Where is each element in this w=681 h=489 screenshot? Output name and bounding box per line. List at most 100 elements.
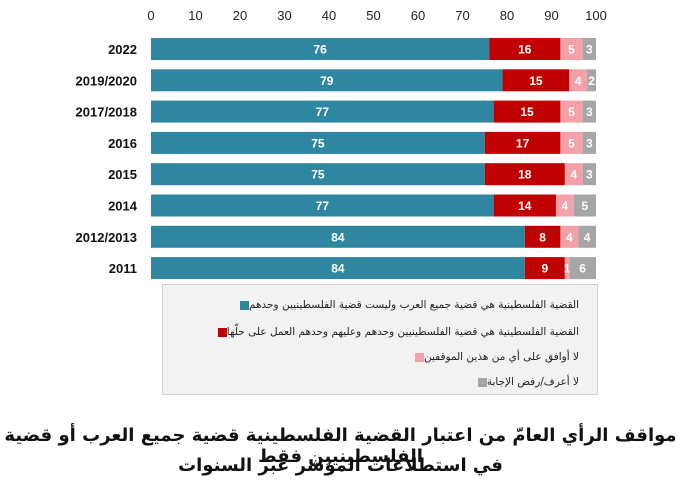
bar-segment [582,163,596,186]
data-label: 4 [575,74,582,88]
x-tick-label: 0 [147,8,154,23]
x-tick-label: 60 [411,8,425,23]
data-label: 4 [584,230,591,244]
data-label: 3 [586,168,593,182]
data-label: 9 [541,262,548,276]
bar-segment [151,225,525,248]
bar-segment [524,257,565,280]
data-label: 75 [311,136,325,150]
data-label: 16 [518,43,532,57]
stacked-bar-chart: 0 10 20 30 40 50 60 70 80 90 100 2022 2019/2020 2017… [76,8,607,280]
bar-segment [573,194,596,217]
legend-label: لا أعرف/رفض الإجابة [486,376,579,388]
legend-label: لا أوافق على أي من هذين الموقفين [423,351,579,363]
data-label: 84 [331,230,345,244]
x-tick-label: 10 [188,8,202,23]
category-label: 2016 [108,136,137,151]
legend-item-neither: لا أوافق على أي من هذين الموقفين [410,351,579,363]
category-label: 2019/2020 [76,73,137,88]
bar-segment [151,257,525,280]
bar-segment [560,100,583,123]
legend-swatch-pink [414,352,424,362]
x-tick-label: 20 [233,8,247,23]
data-label: 4 [562,199,569,213]
data-label: 3 [586,105,593,119]
data-label: 1 [564,262,571,276]
data-label: 15 [520,105,534,119]
bar-segment [493,100,561,123]
bar-segment [582,131,596,154]
bar-segment [578,225,596,248]
x-tick-label: 80 [500,8,514,23]
bar-segment [569,69,588,92]
bar-segment [151,100,494,123]
data-label: 3 [586,43,593,57]
bar-segment [582,38,596,60]
category-label: 2022 [108,42,137,57]
data-label: 18 [518,168,532,182]
bar-segment [560,225,579,248]
data-label: 84 [331,262,345,276]
category-label: 2011 [109,261,137,276]
bar-segment [564,163,583,186]
bar-segment [560,38,583,60]
x-tick-label: 100 [585,8,607,23]
legend-swatch-teal [240,300,250,310]
legend-label: القضية الفلسطينية هي قضية جميع العرب ولي… [249,299,579,311]
data-label: 76 [313,43,327,57]
data-label: 3 [586,136,593,150]
bar-segment [569,257,596,280]
bar-segment [502,69,570,92]
data-label: 15 [529,74,543,88]
data-label: 5 [582,199,589,213]
data-label: 79 [320,74,334,88]
data-label: 8 [539,230,546,244]
legend: القضية الفلسطينية هي قضية جميع العرب ولي… [162,284,598,395]
data-label: 4 [566,230,573,244]
bar-segment [555,194,574,217]
bar-segment [524,225,561,248]
data-label: 6 [579,262,586,276]
legend-item-all-arabs: القضية الفلسطينية هي قضية جميع العرب ولي… [235,299,579,311]
category-label: 2017/2018 [76,105,137,120]
bar-segment [151,38,490,60]
legend-swatch-red [217,327,227,337]
data-label: 14 [518,199,532,213]
bar-segment [151,131,485,154]
category-labels: 2022 2019/2020 2017/2018 2016 2015 2014 2012/2… [76,42,138,276]
data-label: 5 [568,105,575,119]
data-label: 77 [316,199,330,213]
x-tick-label: 50 [366,8,380,23]
bar-segment [151,194,494,217]
bar-segment [489,38,561,60]
bar-segment [484,131,561,154]
data-label: 75 [311,168,325,182]
data-label: 2 [588,74,595,88]
legend-swatch-gray [477,377,487,387]
bar-segment [560,131,583,154]
bar-segment [564,257,570,280]
x-tick-label: 30 [277,8,291,23]
bar-segment [484,163,565,186]
bar-segment [582,100,596,123]
legend-item-palestinians-only: القضية الفلسطينية هي قضية الفلسطينيين وح… [213,326,579,338]
bar-segment [587,69,596,92]
data-label: 4 [570,168,577,182]
category-label: 2015 [108,167,137,182]
bars: 76 16 5 379 15 4 277 15 5 375 17 5 375 18 4 377 14 4 584 8 4… [151,38,596,280]
data-label: 5 [568,136,575,150]
caption-line-1: مواقف الرأي العامّ من اعتبار القضية الفل… [4,425,677,467]
x-tick-label: 90 [544,8,558,23]
x-tick-label: 40 [322,8,336,23]
legend-item-dont-know: لا أعرف/رفض الإجابة [473,376,579,388]
data-label: 5 [568,43,575,57]
legend-label: القضية الفلسطينية هي قضية الفلسطينيين وح… [226,326,579,338]
bar-segment [151,163,485,186]
data-label: 77 [316,105,330,119]
category-label: 2014 [108,199,138,214]
x-axis-ticks: 0 10 20 30 40 50 60 70 80 90 100 [147,8,606,23]
bar-segment [151,69,503,92]
caption-line-2: في استطلاعات المؤشر عبر السنوات [178,455,503,476]
x-tick-label: 70 [455,8,469,23]
bar-segment [493,194,556,217]
